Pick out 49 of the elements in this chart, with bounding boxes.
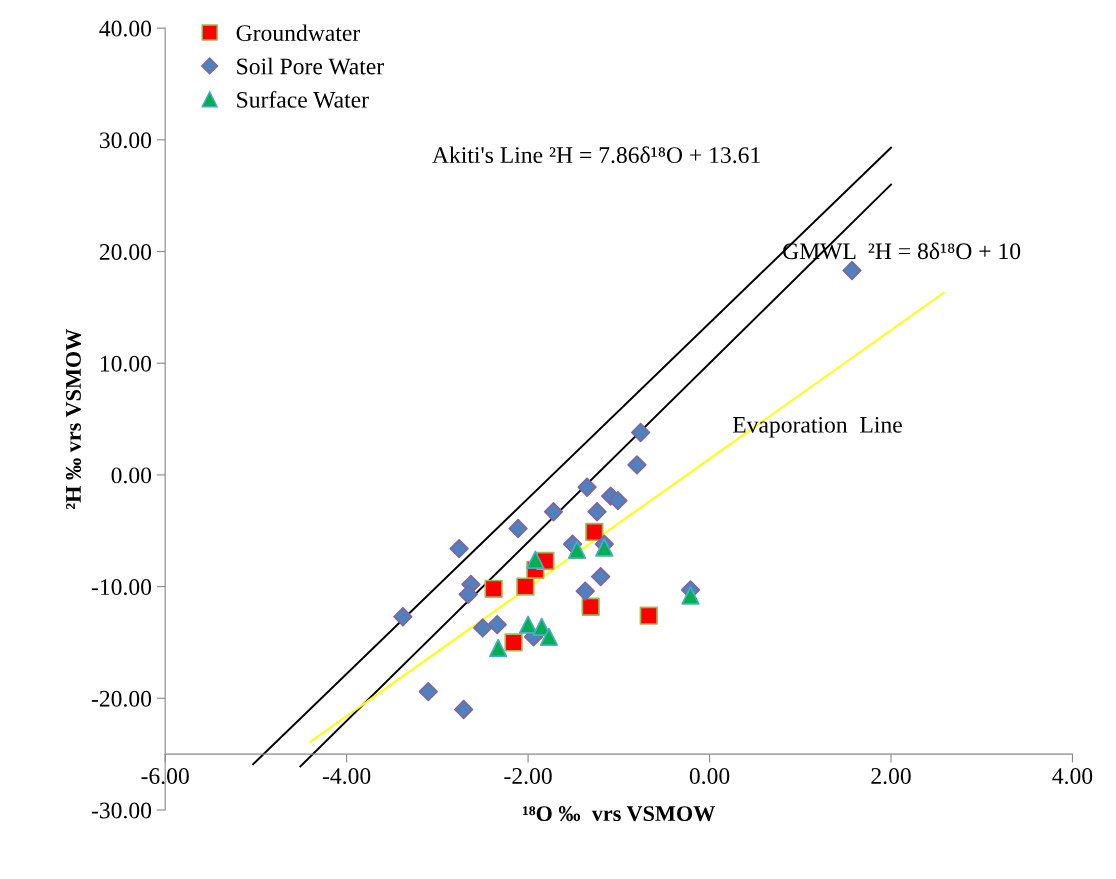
x-axis-title: ¹⁸O ‰ vrs VSMOW <box>523 806 716 822</box>
legend-label: Groundwater <box>236 24 360 42</box>
x-tick-label: -2.00 <box>504 768 552 785</box>
point <box>543 502 564 522</box>
point <box>627 455 647 475</box>
point <box>484 579 503 599</box>
point <box>587 502 607 522</box>
point <box>681 586 700 605</box>
x-tick-label: 4.00 <box>1052 768 1093 785</box>
point <box>393 607 413 627</box>
point <box>473 618 493 638</box>
point <box>581 597 600 616</box>
point <box>453 699 474 720</box>
point <box>516 577 535 596</box>
point <box>487 614 507 635</box>
y-tick-label: 30.00 <box>99 132 152 149</box>
point <box>585 522 604 542</box>
y-tick-label: 10.00 <box>100 355 152 372</box>
point <box>488 638 508 658</box>
y-tick-label: -10.00 <box>91 579 152 596</box>
point <box>639 606 658 625</box>
point <box>518 615 538 634</box>
legend-label: Soil Pore Water <box>237 57 384 75</box>
x-tick-label: -6.00 <box>141 768 189 785</box>
y-axis-title: ²H ‰ vrs VSMOW <box>65 328 82 509</box>
point <box>842 260 862 281</box>
point <box>567 540 587 559</box>
point <box>577 477 597 497</box>
y-tick-label: 0.00 <box>111 467 152 484</box>
legend-label: Surface Water <box>237 90 369 108</box>
point <box>418 681 438 702</box>
x-tick-label: 0.00 <box>689 768 730 785</box>
point <box>575 581 595 601</box>
point <box>608 490 628 511</box>
x-tick-label: 2.00 <box>871 768 911 785</box>
point <box>449 538 469 559</box>
point <box>504 633 523 652</box>
y-tick-label: -20.00 <box>91 690 152 707</box>
y-tick-label: -30.00 <box>91 802 152 819</box>
y-tick-label: 40.00 <box>99 20 152 37</box>
annotation: Akiti's Line ²H = 7.86δ¹⁸O + 13.61 <box>432 146 760 164</box>
y-tick-label: 20.00 <box>99 244 152 261</box>
x-tick-label: -4.00 <box>322 768 371 785</box>
point <box>526 550 545 569</box>
point <box>630 422 651 443</box>
point <box>508 518 528 539</box>
point <box>458 584 478 605</box>
point <box>591 566 611 587</box>
point <box>539 627 559 647</box>
